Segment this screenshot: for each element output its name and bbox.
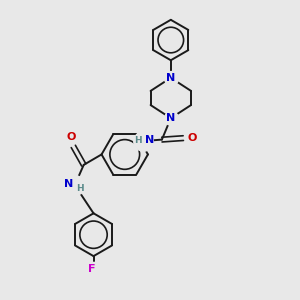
Text: H: H — [134, 136, 142, 145]
Text: F: F — [88, 264, 96, 274]
Text: N: N — [145, 136, 154, 146]
Text: O: O — [188, 133, 197, 143]
Text: H: H — [76, 184, 84, 193]
Text: N: N — [64, 179, 74, 190]
Text: N: N — [166, 73, 176, 83]
Text: N: N — [166, 113, 176, 123]
Text: O: O — [66, 132, 76, 142]
